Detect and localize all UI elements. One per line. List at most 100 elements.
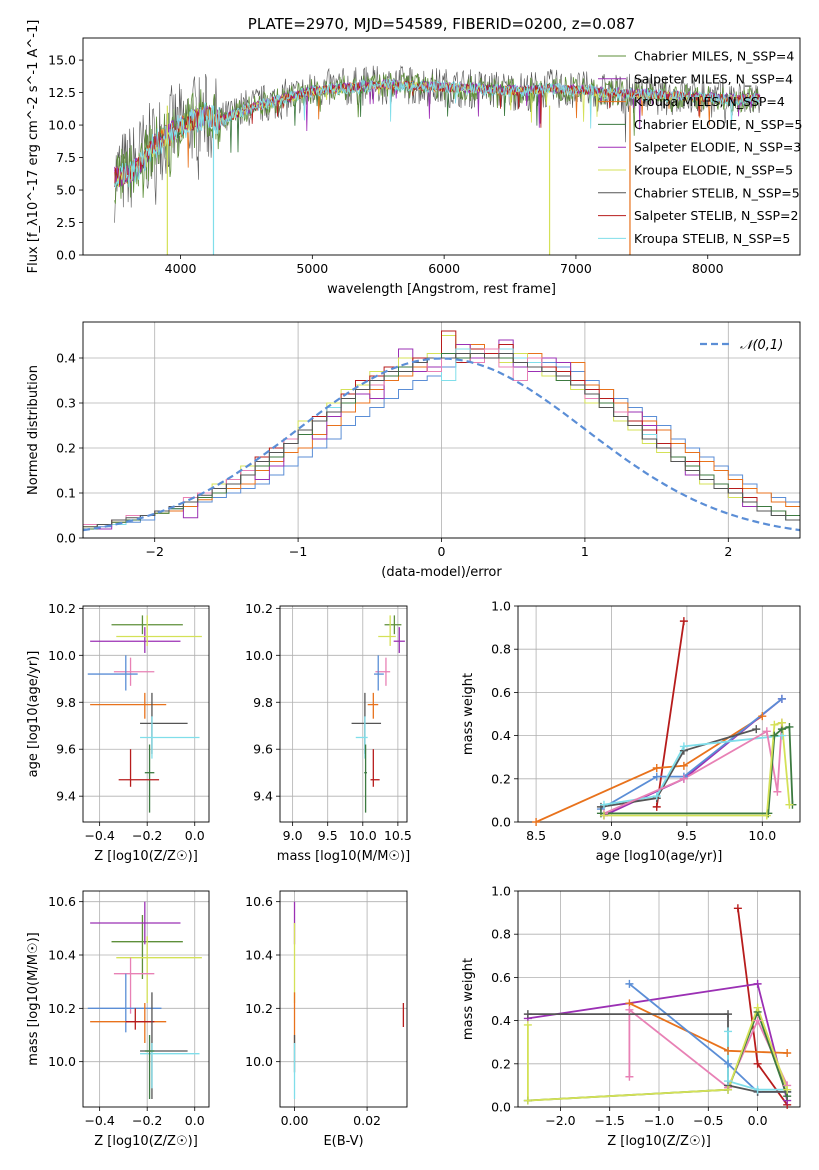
plus-marker <box>599 811 608 820</box>
plus-marker <box>785 800 794 809</box>
x-tick-label: 9.5 <box>318 828 338 843</box>
y-axis-label: Flux [f_λ10^-17 erg cm^-2 s^-1 A^-1] <box>26 20 41 274</box>
plot-area <box>351 615 405 813</box>
x-tick-label: 6000 <box>428 261 460 276</box>
plus-marker <box>753 1059 762 1068</box>
y-axis-label: mass weight <box>461 958 476 1040</box>
y-tick-label: 7.5 <box>56 150 76 165</box>
x-tick-label: 0 <box>438 544 446 559</box>
plus-marker <box>652 772 661 781</box>
panel-2: −2 −1 0 1 2 0.0 0.1 0.2 0.3 0.4 (data-model)/error… <box>26 321 801 580</box>
y-tick-label: 2.5 <box>56 215 76 230</box>
y-tick-label: 9.8 <box>56 695 76 710</box>
panel-5: 8.5 9.0 9.5 10.0 0.0 0.2 0.4 0.6 0.8 1.0 age [log1… <box>461 599 801 864</box>
x-tick-label: −0.4 <box>84 828 114 843</box>
y-tick-label: 10.4 <box>245 948 273 963</box>
plus-marker <box>753 1003 762 1012</box>
x-tick-label: 2 <box>724 544 732 559</box>
y-tick-label: 10.2 <box>48 1001 76 1016</box>
mass-weight-line <box>603 734 782 806</box>
y-tick-label: 0.8 <box>491 642 511 657</box>
y-tick-label: 12.5 <box>48 85 76 100</box>
x-tick-label: 9.5 <box>677 828 697 843</box>
plus-marker <box>724 1010 733 1019</box>
y-tick-label: 0.8 <box>491 927 511 942</box>
plus-marker <box>752 725 761 734</box>
x-tick-label: −0.2 <box>132 1113 162 1128</box>
panel-7: 0.00 0.02 10.0 10.2 10.4 10.6 E(B-V) <box>245 890 408 1149</box>
plus-marker <box>724 1046 733 1055</box>
plot-area <box>87 901 202 1099</box>
plus-marker <box>523 1020 532 1029</box>
y-tick-label: 0.0 <box>491 815 511 830</box>
y-tick-label: 9.8 <box>253 695 273 710</box>
x-tick-label: 10.5 <box>384 828 412 843</box>
panel-6: −0.4 −0.2 0.0 10.0 10.2 10.4 10.6 Z [log10(Z/Z☉… <box>26 890 210 1149</box>
legend-label: Salpeter MILES, N_SSP=4 <box>634 71 793 86</box>
x-axis-label: Z [log10(Z/Z☉)] <box>94 1134 198 1149</box>
spectrum-line <box>114 78 761 188</box>
y-tick-label: 0.1 <box>56 486 76 501</box>
plus-marker <box>679 761 688 770</box>
y-tick-label: 0.0 <box>491 1100 511 1115</box>
plus-marker <box>679 617 688 626</box>
panel-8: −2.0 −1.5 −1.0 −0.5 0.0 0.0 0.2 0.4 0.6 0.8 1.0 Z [… <box>461 884 801 1149</box>
y-tick-label: 0.2 <box>491 1056 511 1071</box>
legend-label: Kroupa MILES, N_SSP=4 <box>634 94 785 109</box>
axes-frame <box>82 890 210 1108</box>
y-tick-label: 15.0 <box>48 53 76 68</box>
plus-marker <box>758 712 767 721</box>
y-tick-label: 0.0 <box>56 531 76 546</box>
y-tick-label: 0.3 <box>56 396 76 411</box>
plus-marker <box>773 787 782 796</box>
plus-marker <box>753 979 762 988</box>
axes-frame <box>82 37 801 256</box>
x-tick-label: 5000 <box>296 261 328 276</box>
y-tick-label: 10.0 <box>245 1054 273 1069</box>
y-tick-label: 1.0 <box>491 884 511 899</box>
axes-frame <box>279 890 408 1108</box>
axes-frame <box>82 605 210 823</box>
plus-marker <box>625 1072 634 1081</box>
plus-marker <box>652 792 661 801</box>
plot-area <box>527 908 789 1106</box>
plus-marker <box>770 720 779 729</box>
plus-marker <box>733 904 742 913</box>
x-axis-label: Z [log10(Z/Z☉)] <box>607 1134 711 1149</box>
mass-weight-line <box>535 715 763 822</box>
mass-weight-line <box>527 1013 788 1093</box>
y-tick-label: 10.0 <box>245 648 273 663</box>
y-axis-label: mass weight <box>461 673 476 755</box>
x-tick-label: −0.5 <box>693 1113 723 1128</box>
x-axis-label: wavelength [Angstrom, rest frame] <box>327 282 556 297</box>
x-tick-label: 9.0 <box>283 828 303 843</box>
axes-frame <box>279 605 408 823</box>
legend-label: Chabrier ELODIE, N_SSP=5 <box>634 117 803 132</box>
plus-marker <box>724 1059 733 1068</box>
legend: Chabrier MILES, N_SSP=4 Salpeter MILES, N… <box>598 49 803 246</box>
x-tick-label: 7000 <box>560 261 592 276</box>
y-tick-label: 9.4 <box>56 789 76 804</box>
y-tick-label: 10.2 <box>245 601 273 616</box>
x-tick-label: 8.5 <box>526 828 546 843</box>
plus-marker <box>625 979 634 988</box>
plus-marker <box>762 727 771 736</box>
normal-curve <box>83 357 800 532</box>
plus-marker <box>777 718 786 727</box>
legend-label: Kroupa STELIB, N_SSP=5 <box>634 231 790 246</box>
y-axis-label: mass [log10(M/M☉)] <box>26 932 41 1065</box>
plus-marker <box>625 1005 634 1014</box>
y-tick-label: 10.2 <box>48 601 76 616</box>
y-tick-label: 0.0 <box>56 248 76 263</box>
axes-frame <box>517 605 801 823</box>
x-tick-label: 0.00 <box>281 1113 309 1128</box>
plus-marker <box>777 694 786 703</box>
panel-3: −0.4 −0.2 0.0 9.4 9.6 9.8 10.0 10.2 Z [log10(Z/Z… <box>26 601 210 864</box>
y-tick-label: 0.2 <box>491 771 511 786</box>
y-tick-label: 1.0 <box>491 599 511 614</box>
legend-label: Salpeter ELODIE, N_SSP=3 <box>634 140 801 155</box>
plus-marker <box>785 722 794 731</box>
plus-marker <box>532 818 541 826</box>
